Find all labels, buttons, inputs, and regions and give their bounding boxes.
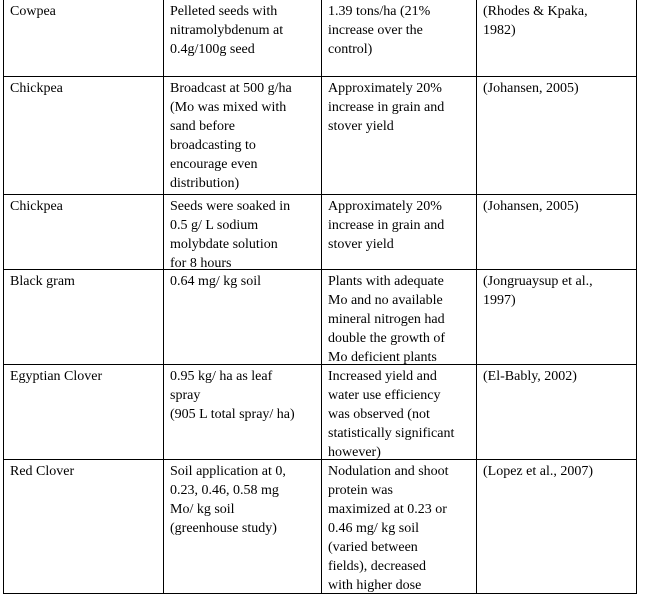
cell-text: Mo and no available: [328, 293, 443, 308]
cell-text: double the growth of: [328, 331, 446, 346]
cell-text: increase over the: [328, 23, 423, 38]
cell-text: 1.39 tons/ha (21%: [328, 4, 431, 19]
cell-text: (Mo was mixed with: [170, 100, 287, 115]
reference-cell: (Johansen, 2005): [476, 76, 637, 195]
cell-text: was observed (not: [328, 407, 430, 422]
cell-text: Soil application at 0,: [170, 464, 286, 479]
cell-text: (Lopez et al., 2007): [483, 464, 594, 479]
result-cell: Plants with adequate Mo and no available m…: [321, 269, 476, 365]
crop-cell: Red Clover: [3, 459, 163, 594]
result-cell: Nodulation and shoot protein was maximized…: [321, 459, 476, 594]
cell-text: (greenhouse study): [170, 521, 277, 536]
method-cell: Soil application at 0, 0.23, 0.46, 0.58 m…: [163, 459, 321, 594]
cell-text: stover yield: [328, 119, 394, 134]
cell-text: Red Clover: [10, 464, 75, 479]
cell-text: 0.23, 0.46, 0.58 mg: [170, 483, 279, 498]
cell-text: Increased yield and: [328, 369, 437, 384]
cell-text: with higher dose: [328, 578, 422, 593]
cell-text: Nodulation and shoot: [328, 464, 449, 479]
cell-text: increase in grain and: [328, 218, 445, 233]
cell-text: (Johansen, 2005): [483, 81, 579, 96]
cell-text: increase in grain and: [328, 100, 445, 115]
method-cell: Pelleted seeds with nitramolybdenum at 0.4…: [163, 0, 321, 77]
cell-text: Chickpea: [10, 199, 63, 214]
cell-text: for 8 hours: [170, 256, 232, 271]
cell-text: (Rhodes & Kpaka,: [483, 4, 588, 19]
cell-text: nitramolybdenum at: [170, 23, 284, 38]
cell-text: stover yield: [328, 237, 394, 252]
cell-text: 1982): [483, 23, 516, 38]
crop-cell: Black gram: [3, 269, 163, 365]
cell-text: Approximately 20%: [328, 199, 442, 214]
method-cell: 0.95 kg/ ha as leaf spray (905 L total spr…: [163, 364, 321, 460]
cell-text: maximized at 0.23 or: [328, 502, 447, 517]
cell-text: 0.64 mg/ kg soil: [170, 274, 262, 289]
cell-text: Egyptian Clover: [10, 369, 103, 384]
cell-text: fields), decreased: [328, 559, 426, 574]
reference-cell: (Rhodes & Kpaka, 1982): [476, 0, 637, 77]
cell-text: spray: [170, 388, 201, 403]
cell-text: broadcasting to: [170, 138, 256, 153]
cell-text: distribution): [170, 176, 240, 191]
cell-text: encourage even: [170, 157, 258, 172]
cell-text: (varied between: [328, 540, 418, 555]
cell-text: 0.46 mg/ kg soil: [328, 521, 420, 536]
cell-text: (Johansen, 2005): [483, 199, 579, 214]
cell-text: Cowpea: [10, 4, 56, 19]
result-cell: Increased yield and water use efficiency w…: [321, 364, 476, 460]
cell-text: 0.95 kg/ ha as leaf: [170, 369, 273, 384]
crop-cell: Cowpea: [3, 0, 163, 77]
method-cell: Broadcast at 500 g/ha (Mo was mixed with s…: [163, 76, 321, 195]
cell-text: water use efficiency: [328, 388, 441, 403]
cell-text: Chickpea: [10, 81, 63, 96]
crop-cell: Chickpea: [3, 194, 163, 270]
cell-text: (El-Bably, 2002): [483, 369, 577, 384]
cell-text: Broadcast at 500 g/ha: [170, 81, 292, 96]
cell-text: statistically significant: [328, 426, 455, 441]
reference-cell: (Johansen, 2005): [476, 194, 637, 270]
cell-text: Approximately 20%: [328, 81, 442, 96]
cell-text: 0.4g/100g seed: [170, 42, 255, 57]
reference-cell: (Jongruaysup et al., 1997): [476, 269, 637, 365]
cell-text: 1997): [483, 293, 516, 308]
cell-text: sand before: [170, 119, 235, 134]
cell-text: Seeds were soaked in: [170, 199, 291, 214]
reference-cell: (Lopez et al., 2007): [476, 459, 637, 594]
cell-text: mineral nitrogen had: [328, 312, 445, 327]
cell-text: control): [328, 42, 373, 57]
cell-text: protein was: [328, 483, 393, 498]
cell-text: Pelleted seeds with: [170, 4, 278, 19]
cell-text: Plants with adequate: [328, 274, 444, 289]
cell-text: however): [328, 445, 381, 460]
cell-text: molybdate solution: [170, 237, 278, 252]
cell-text: (905 L total spray/ ha): [170, 407, 295, 422]
cell-text: 0.5 g/ L sodium: [170, 218, 259, 233]
result-cell: Approximately 20% increase in grain and st…: [321, 194, 476, 270]
crop-cell: Chickpea: [3, 76, 163, 195]
method-cell: Seeds were soaked in 0.5 g/ L sodium molyb…: [163, 194, 321, 271]
crop-cell: Egyptian Clover: [3, 364, 163, 460]
method-cell: 0.64 mg/ kg soil: [163, 269, 321, 365]
cell-text: Black gram: [10, 274, 75, 289]
result-cell: Approximately 20% increase in grain and st…: [321, 76, 476, 195]
cell-text: Mo/ kg soil: [170, 502, 235, 517]
result-cell: 1.39 tons/ha (21% increase over the contro…: [321, 0, 476, 77]
cell-text: Mo deficient plants: [328, 350, 437, 365]
reference-cell: (El-Bably, 2002): [476, 364, 637, 460]
cell-text: (Jongruaysup et al.,: [483, 274, 593, 289]
